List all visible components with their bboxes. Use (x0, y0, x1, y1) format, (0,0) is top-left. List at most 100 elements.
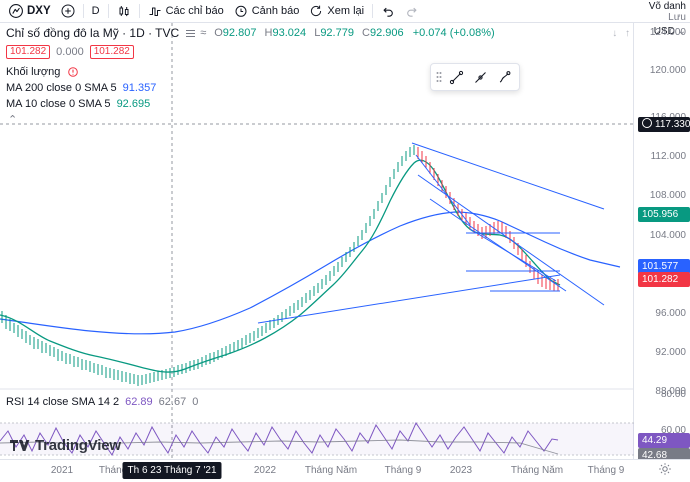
interval-button[interactable]: D (87, 2, 105, 21)
alerts-label: Cảnh báo (251, 5, 300, 17)
ohlc-h-label: H (264, 27, 273, 39)
trend-line-icon[interactable] (444, 66, 468, 88)
ohlc-change: +0.074 (+0.08%) (412, 27, 495, 39)
candlestick-series (1, 145, 559, 386)
floating-drawing-toolbar[interactable] (430, 63, 520, 91)
rsi-line (0, 421, 559, 457)
settings-small-icon[interactable] (185, 28, 196, 39)
price-axis-tick: 96.000 (655, 308, 686, 319)
plus-circle-icon (61, 4, 75, 18)
arrow-up-icon[interactable]: ↑ (625, 28, 630, 39)
price-axis-tick: 108.000 (649, 190, 686, 201)
drag-grip-icon[interactable] (434, 69, 444, 85)
drawing-trendlines (257, 142, 605, 324)
price-axis-tick: 92.000 (655, 347, 686, 358)
indicators-button[interactable]: Các chỉ báo (143, 2, 229, 21)
ma200-legend[interactable]: MA 200 close 0 SMA 5 91.357 (6, 81, 156, 95)
warning-icon (68, 67, 79, 77)
rsi-sma-line (0, 439, 559, 455)
tradingview-watermark: TradingView (10, 437, 121, 454)
last-price-label: 101.577 (638, 259, 690, 274)
watchlist-title: Võ danh (648, 1, 686, 12)
watchlist-subtitle: Lưu (668, 12, 686, 23)
rsi-value-2: 62.67 (158, 396, 187, 408)
time-axis-tick: Tháng Năm (304, 465, 358, 476)
brush-icon[interactable] (492, 66, 516, 88)
chevron-up-icon[interactable]: ⌃ (8, 114, 18, 126)
ma200-line (0, 211, 621, 335)
arrow-down-icon[interactable]: ↓ (612, 28, 618, 39)
ohlc-o-label: O (214, 27, 223, 39)
replay-button[interactable]: Xem lại (304, 2, 369, 21)
price-axis-tick: 80.00 (660, 389, 686, 400)
redo-icon (405, 4, 419, 18)
replay-icon (309, 4, 323, 18)
price-axis[interactable]: USD ⌄ 124.000120.000116.000112.000108.00… (633, 23, 690, 470)
ohlc-h-value: 93.024 (272, 27, 307, 39)
candle-style-button[interactable] (112, 2, 136, 21)
price-axis-tick: 60.00 (660, 425, 686, 436)
currency-label: USD ⌄ (653, 26, 686, 37)
undo-icon (381, 4, 395, 18)
chart-plot-area[interactable]: Chỉ số đồng đô la Mỹ · 1D · TVC ≈ O92.80… (0, 23, 634, 460)
ohlc-c-label: C (362, 27, 370, 39)
price-badge-3: 101.282 (89, 45, 134, 59)
alerts-button[interactable]: Cảnh báo (229, 2, 305, 21)
legend-collapse-button[interactable]: ⌃ (8, 113, 17, 126)
trendline-inner (429, 198, 567, 292)
axis-scroll-arrows[interactable]: ↓ ↑ (612, 28, 630, 39)
trendline-short (469, 228, 557, 282)
candles-icon (117, 4, 131, 18)
chart-svg (0, 23, 634, 460)
time-axis[interactable]: 2021 Tháng Năm Tháng 9 2022 Tháng Năm Tháng 9… (0, 459, 690, 482)
price-axis-tick: 88.000 (655, 386, 686, 397)
price-axis-tick: 120.000 (649, 65, 686, 76)
ma-price-label: 105.956 (638, 207, 690, 222)
watchlist-info[interactable]: Võ danh Lưu (649, 1, 686, 23)
alert-clock-icon (234, 4, 248, 18)
symbol-button[interactable]: DXY (4, 2, 56, 21)
price-axis-tick: 104.000 (649, 230, 686, 241)
replay-label: Xem lại (327, 5, 365, 17)
chart-title-legend[interactable]: Chỉ số đồng đô la Mỹ · 1D · TVC ≈ O92.80… (6, 26, 495, 40)
trendline-rising-support (257, 274, 561, 324)
toolbar-divider (138, 4, 140, 18)
ma10-value: 92.695 (116, 98, 151, 110)
indicators-icon (148, 4, 162, 18)
indicators-label: Các chỉ báo (165, 5, 224, 17)
time-axis-tick: Tháng 9 (587, 465, 625, 476)
time-axis-tick: Tháng 9 (384, 465, 422, 476)
tradingview-watermark-text: TradingView (35, 437, 121, 454)
price-badge-2: 0.000 (56, 46, 84, 58)
ma10-legend[interactable]: MA 10 close 0 SMA 5 92.695 (6, 97, 150, 111)
redo-button[interactable] (400, 2, 424, 21)
price-axis-tick: 112.000 (650, 151, 686, 162)
time-axis-tick: 2022 (253, 465, 277, 476)
rsi-value-label: 44.29 (638, 433, 690, 448)
symbol-label: DXY (27, 5, 51, 17)
rsi-value-3: 0 (192, 396, 199, 408)
ohlc-l-label: L (314, 27, 321, 39)
ray-line-icon[interactable] (468, 66, 492, 88)
ohlc-o-value: 92.807 (222, 27, 257, 39)
add-symbol-button[interactable] (56, 2, 80, 21)
volume-label: Khối lượng (6, 66, 61, 78)
trendline-steep (415, 154, 471, 226)
ohlc-l-value: 92.779 (320, 27, 354, 39)
toolbar-divider (372, 4, 374, 18)
time-axis-crosshair-label: Th 6 23 Tháng 7 '21 (122, 462, 222, 479)
quote-price-label: 101.282 (638, 272, 690, 287)
ma200-name: MA 200 close 0 SMA 5 (6, 82, 117, 94)
volume-legend[interactable]: Khối lượng (6, 65, 79, 79)
rsi-band (0, 423, 634, 455)
undo-button[interactable] (376, 2, 400, 21)
crosshair-price-label: 117.330 (638, 117, 690, 132)
rsi-legend[interactable]: RSI 14 close SMA 14 2 62.89 62.67 0 (6, 395, 198, 409)
time-axis-tick: 2021 (50, 465, 74, 476)
price-axis-tick: 124.000 (649, 27, 686, 38)
toolbar-divider (107, 4, 109, 18)
ohlc-c-value: 92.906 (369, 27, 404, 39)
toolbar-divider (82, 4, 84, 18)
gear-icon[interactable] (658, 462, 672, 479)
